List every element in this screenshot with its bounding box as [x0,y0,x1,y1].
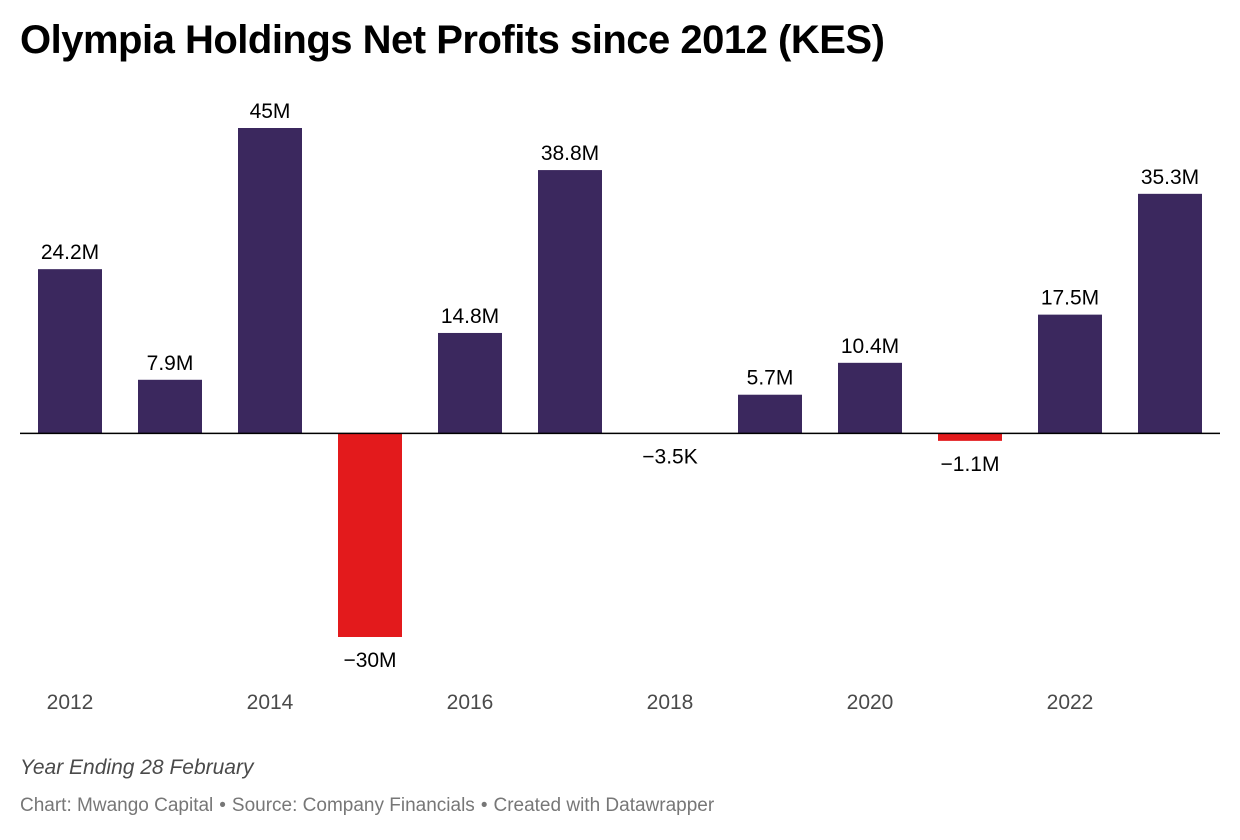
bar-2023 [1138,193,1202,434]
bar-2013 [138,379,202,434]
chart-credit: Chart: Mwango Capital [20,795,214,816]
bar-2015 [338,433,402,637]
bar-2021 [938,433,1002,441]
bar-2020 [838,362,902,434]
value-label-2019: 5.7M [747,367,794,390]
bar-chart: 24.2M 7.9M 45M −30M 14.8M 38.8M −3.5K 5.7M 10.4M… [20,100,1220,714]
value-label-2014: 45M [250,100,291,123]
chart-title: Olympia Holdings Net Profits since 2012 … [20,18,885,62]
x-tick-label-2018: 2018 [647,691,694,714]
value-label-2023: 35.3M [1141,166,1199,189]
chart-notes: Year Ending 28 February [20,756,254,779]
x-tick-label-2016: 2016 [447,691,494,714]
created-with: Created with Datawrapper [493,795,715,816]
source-credit: Source: Company Financials [231,795,475,816]
footer-separator: • [219,795,226,816]
bar-2022 [1038,314,1102,434]
value-label-2020: 10.4M [841,335,899,358]
footer-separator: • [480,795,488,816]
bar-2017 [538,170,602,434]
bar-2019 [738,394,802,434]
value-labels-layer: 24.2M 7.9M 45M −30M 14.8M 38.8M −3.5K 5.7M 10.4M… [41,100,1199,672]
bar-2014 [238,128,302,434]
bars-layer [38,128,1202,637]
value-label-2012: 24.2M [41,241,99,264]
x-tick-label-2012: 2012 [47,691,94,714]
chart-footer: Chart: Mwango Capital • Source: Company Fi… [20,795,714,817]
value-label-2021: −1.1M [941,453,1000,476]
x-tick-label-2014: 2014 [247,691,294,714]
bar-2016 [438,332,502,434]
x-axis-ticks: 2012 2014 2016 2018 2020 2022 [47,691,1094,714]
value-label-2015: −30M [343,649,396,672]
bar-2012 [38,269,102,434]
value-label-2017: 38.8M [541,142,599,165]
value-label-2016: 14.8M [441,305,499,328]
value-label-2018: −3.5K [642,445,697,468]
x-tick-label-2022: 2022 [1047,691,1094,714]
value-label-2013: 7.9M [147,352,194,375]
x-tick-label-2020: 2020 [847,691,894,714]
value-label-2022: 17.5M [1041,287,1099,310]
